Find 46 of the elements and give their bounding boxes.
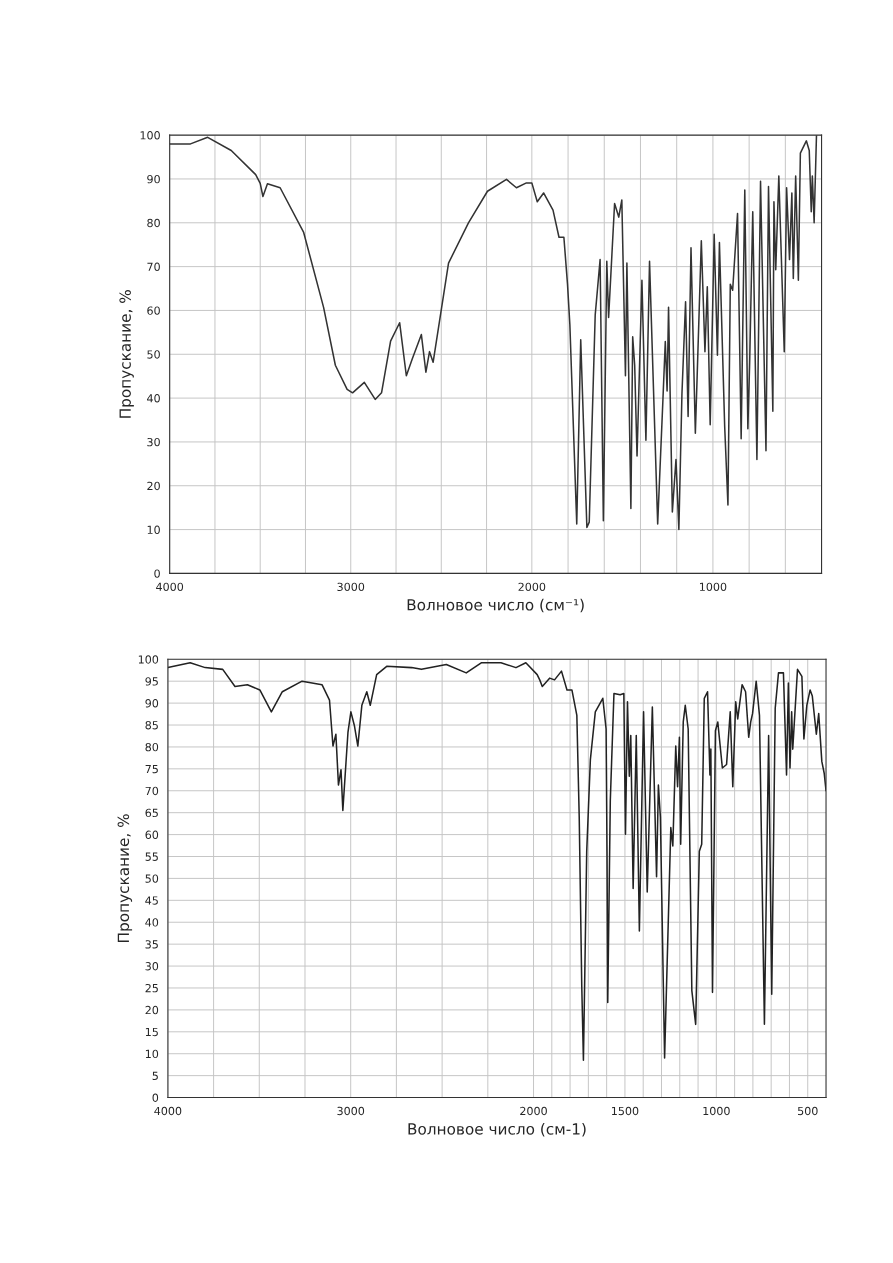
y-tick-label: 0 — [154, 569, 160, 578]
y-tick-label: 70 — [145, 786, 159, 796]
y-tick-label: 65 — [145, 808, 158, 818]
y-tick-label: 15 — [145, 1027, 158, 1037]
y-tick-label: 35 — [145, 940, 158, 949]
y-tick-label: 5 — [152, 1071, 158, 1081]
y-tick-label: 30 — [147, 437, 160, 447]
x-tick-label: 1000 — [703, 1106, 730, 1116]
y-tick-label: 80 — [145, 742, 159, 752]
y-tick-label: 100 — [138, 655, 159, 664]
x-tick-label: 1500 — [612, 1106, 639, 1116]
y-tick-label: 50 — [147, 350, 160, 359]
y-tick-label: 25 — [145, 983, 158, 993]
y-tick-label: 30 — [145, 962, 159, 971]
x-tick-label: 4000 — [154, 1106, 182, 1116]
x-tick-label: 1000 — [699, 582, 727, 592]
y-tick-label: 100 — [140, 131, 160, 140]
x-tick-label: 3000 — [337, 582, 365, 592]
x-tick-label: 4000 — [156, 582, 184, 592]
y-tick-label: 40 — [147, 394, 160, 403]
y-tick-label: 60 — [145, 830, 159, 839]
y-tick-label: 20 — [147, 481, 160, 491]
y-tick-label: 70 — [147, 262, 160, 271]
x-tick-label: 3000 — [337, 1106, 365, 1116]
y-axis-title: Пропускание, % — [117, 814, 133, 942]
x-axis-title: Волновое число (см⁻¹) — [407, 598, 584, 613]
y-tick-label: 90 — [145, 699, 159, 708]
y-tick-label: 50 — [145, 874, 159, 883]
y-tick-label: 10 — [147, 525, 160, 534]
y-tick-label: 80 — [147, 218, 160, 228]
x-tick-label: 2000 — [518, 582, 546, 592]
y-tick-label: 40 — [145, 918, 159, 927]
y-tick-label: 60 — [147, 306, 160, 315]
y-tick-label: 10 — [145, 1049, 159, 1059]
y-tick-label: 85 — [145, 721, 158, 730]
y-tick-label: 90 — [147, 174, 160, 184]
y-tick-label: 0 — [152, 1093, 159, 1102]
x-tick-label: 2000 — [520, 1106, 547, 1116]
y-tick-label: 20 — [145, 1005, 159, 1015]
x-axis-title: Волновое число (см-1) — [408, 1122, 586, 1137]
y-tick-label: 55 — [145, 852, 158, 861]
y-axis-title: Пропускание, % — [119, 290, 134, 418]
y-tick-label: 95 — [145, 677, 158, 686]
x-tick-label: 500 — [798, 1106, 818, 1116]
y-tick-label: 75 — [145, 764, 158, 774]
y-tick-label: 45 — [145, 896, 158, 905]
